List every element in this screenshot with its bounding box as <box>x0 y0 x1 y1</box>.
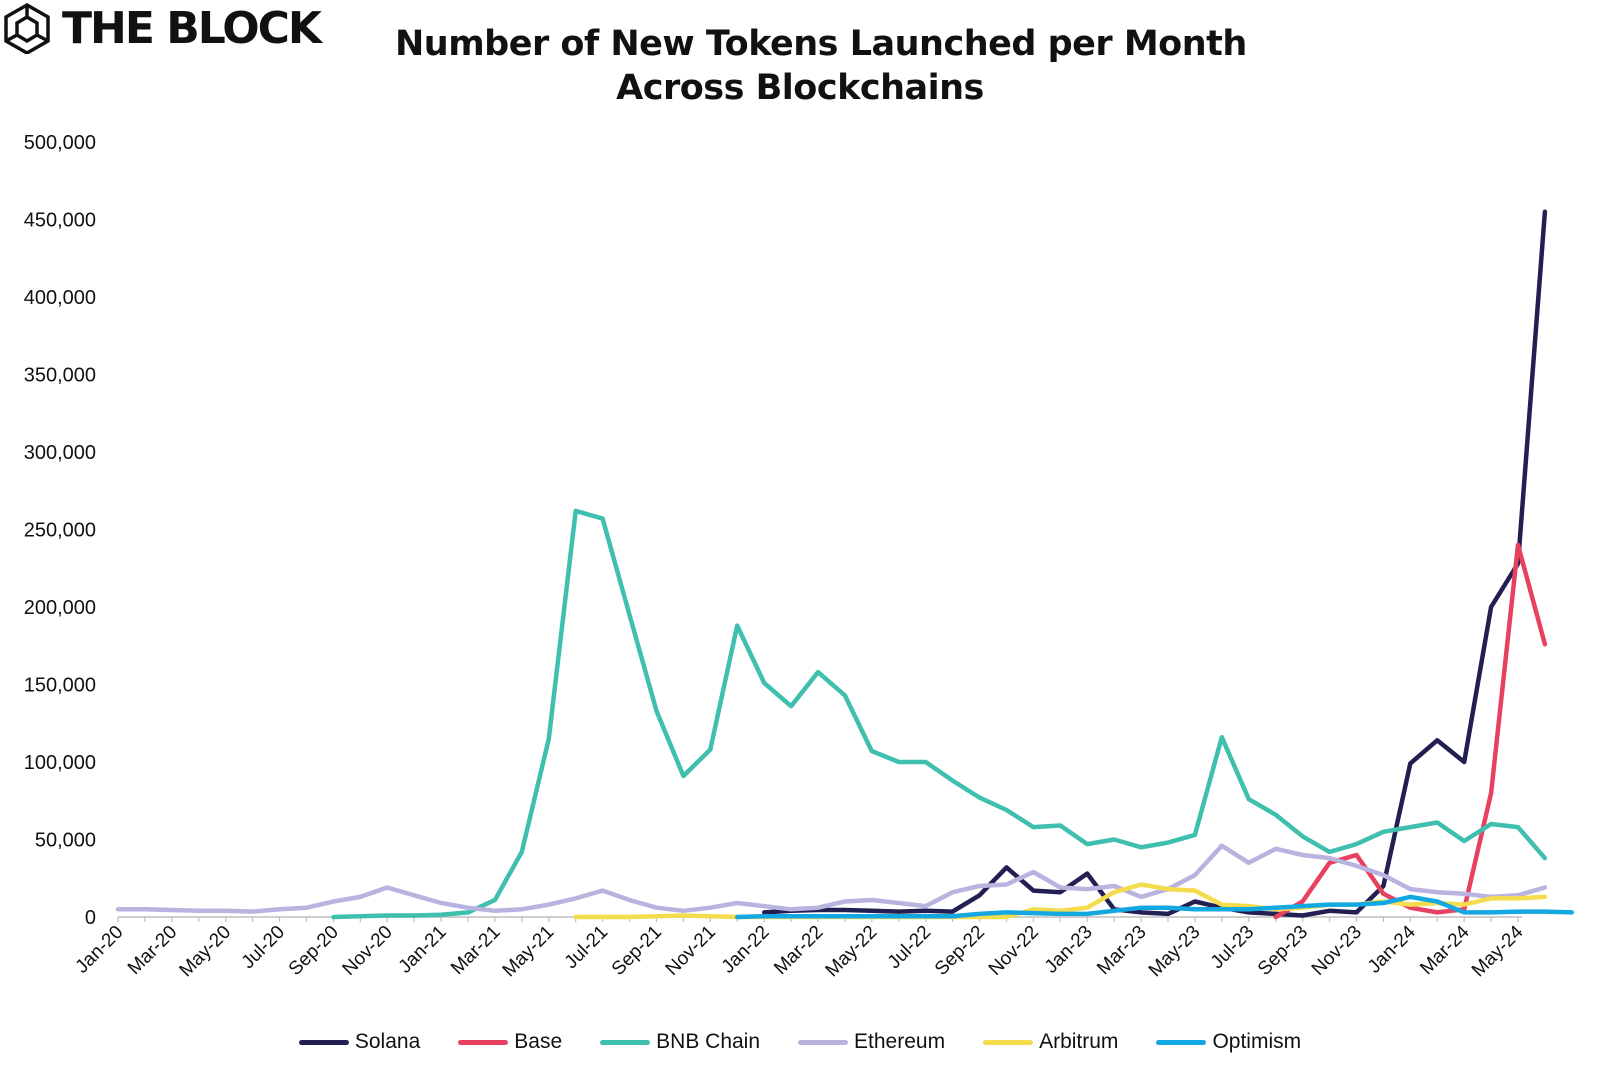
legend-swatch <box>1156 1039 1207 1045</box>
x-tick-label: Jan-22 <box>718 922 774 978</box>
x-tick-label: Mar-22 <box>770 922 827 979</box>
legend-item-bnb-chain: BNB Chain <box>600 1030 760 1054</box>
x-tick-label: May-22 <box>822 922 882 982</box>
x-tick-label: Jan-23 <box>1041 922 1097 978</box>
y-tick-label: 500,000 <box>24 132 96 154</box>
series-line-bnb-chain <box>331 508 1548 920</box>
y-tick-label: 450,000 <box>24 210 96 232</box>
x-tick-label: May-20 <box>176 922 236 982</box>
x-tick-label: Nov-22 <box>985 922 1043 980</box>
legend-label: BNB Chain <box>656 1030 761 1053</box>
x-tick-label: Jul-22 <box>884 922 935 973</box>
legend-item-optimism: Optimism <box>1156 1030 1301 1054</box>
x-tick-label: Jan-20 <box>72 922 128 978</box>
y-tick-label: 250,000 <box>24 520 96 542</box>
x-tick-label: Mar-20 <box>124 922 181 979</box>
x-tick-label: Mar-21 <box>447 922 504 979</box>
y-tick-label: 400,000 <box>24 287 96 309</box>
y-tick-label: 0 <box>85 907 96 929</box>
legend-swatch <box>298 1039 349 1045</box>
x-tick-label: May-21 <box>499 922 559 982</box>
x-tick-label: Sep-20 <box>285 922 343 980</box>
y-tick-label: 50,000 <box>35 830 96 852</box>
x-tick-label: Sep-23 <box>1254 922 1312 980</box>
legend-swatch <box>798 1039 849 1045</box>
legend-label: Arbitrum <box>1039 1030 1119 1053</box>
legend-label: Base <box>514 1030 563 1053</box>
series-line-base <box>1273 542 1548 920</box>
y-tick-label: 350,000 <box>24 365 96 387</box>
legend-swatch <box>458 1039 509 1045</box>
x-tick-label: Nov-23 <box>1308 922 1366 980</box>
y-tick-label: 200,000 <box>24 597 96 619</box>
chart-title-line-2: Across Blockchains <box>616 68 984 108</box>
x-tick-label: Jul-20 <box>238 922 289 973</box>
x-tick-label: Jul-21 <box>561 922 612 973</box>
x-tick-label: May-23 <box>1145 922 1205 982</box>
y-tick-label: 100,000 <box>24 752 96 774</box>
x-tick-label: Sep-21 <box>608 922 666 980</box>
chart-title-line-1: Number of New Tokens Launched per Month <box>395 24 1247 64</box>
legend-swatch <box>983 1039 1034 1045</box>
y-tick-label: 300,000 <box>24 442 96 464</box>
series-line-ethereum <box>115 843 1548 914</box>
x-tick-label: Sep-22 <box>931 922 989 980</box>
y-axis: 0 50,000 100,000 150,000 200,000 250,000 300,0… <box>24 132 96 929</box>
legend-item-base: Base <box>458 1030 562 1054</box>
legend-label: Optimism <box>1212 1030 1302 1053</box>
series-lines <box>115 209 1575 920</box>
legend-item-solana: Solana <box>298 1030 421 1054</box>
cube-logo-icon <box>4 2 50 54</box>
x-tick-label: Jan-24 <box>1364 921 1420 977</box>
x-tick-label: Nov-20 <box>339 922 397 980</box>
legend-label: Solana <box>354 1030 421 1053</box>
legend-item-ethereum: Ethereum <box>798 1030 945 1054</box>
x-tick-label: Jul-23 <box>1207 922 1258 973</box>
series-line-solana <box>761 209 1548 918</box>
brand-logo: THE BLOCK <box>2 2 322 54</box>
brand-name: THE BLOCK <box>62 2 322 54</box>
chart-title: Number of New Tokens Launched per Month … <box>395 22 1247 110</box>
legend-label: Ethereum <box>854 1030 946 1053</box>
y-tick-label: 150,000 <box>24 675 96 697</box>
x-tick-label: Mar-23 <box>1093 922 1150 979</box>
x-tick-label: Jan-21 <box>395 922 451 978</box>
x-tick-label: May-24 <box>1468 921 1528 981</box>
legend-item-arbitrum: Arbitrum <box>983 1030 1118 1054</box>
x-tick-label: Nov-21 <box>662 922 720 980</box>
legend: Solana Base BNB Chain Ethereum Arbitrum Optim… <box>0 1030 1600 1054</box>
series-line-optimism <box>734 894 1575 920</box>
x-tick-label: Mar-24 <box>1416 921 1474 979</box>
legend-swatch <box>600 1039 651 1045</box>
